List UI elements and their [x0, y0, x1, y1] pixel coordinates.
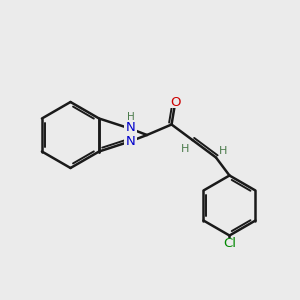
Bar [169, 98, 181, 108]
Text: H: H [181, 143, 190, 154]
Text: O: O [170, 96, 180, 110]
Text: N: N [126, 135, 135, 148]
Text: Cl: Cl [223, 237, 236, 250]
Bar [124, 122, 137, 133]
Text: H: H [127, 112, 135, 122]
Bar [222, 238, 237, 250]
Text: N: N [126, 121, 135, 134]
Bar [124, 136, 137, 147]
Text: H: H [218, 146, 227, 156]
